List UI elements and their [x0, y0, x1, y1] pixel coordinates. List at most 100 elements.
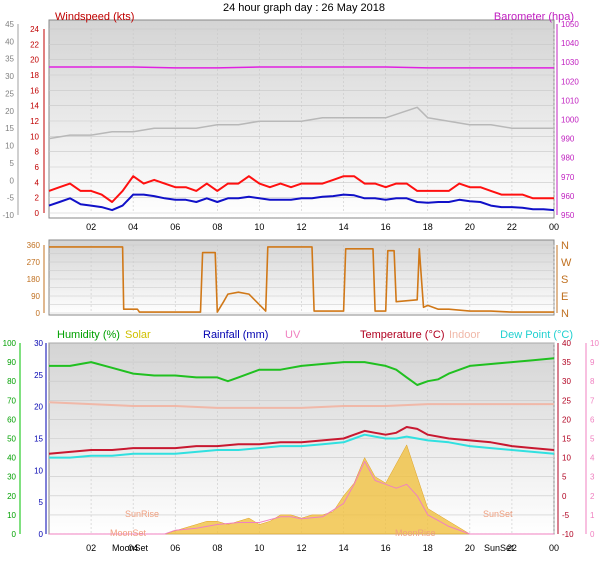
barometer-axis: 1050 1040 1030 1020 1010 1000 990 980 970 960 950	[556, 20, 579, 220]
x-tick-label: 08	[212, 543, 222, 553]
indoor-axis-label: Indoor	[449, 329, 481, 341]
x-tick-label: 16	[381, 222, 391, 232]
rainfall-axis-label: Rainfall (mm)	[203, 329, 268, 341]
x-tick-label: 04	[128, 543, 138, 553]
x-tick-label: 10	[254, 222, 264, 232]
uv-tick-label: 5	[590, 435, 595, 444]
temperature-tick-label: 25	[562, 396, 571, 405]
sunset-label: SunSet	[483, 509, 513, 519]
gust-tick-label: 15	[5, 124, 14, 133]
barometer-tick-label: 960	[561, 192, 575, 201]
rainfall-tick-label: 20	[34, 403, 43, 412]
sunrise-label: SunRise	[125, 509, 159, 519]
gust-tick-label: 25	[5, 89, 14, 98]
barometer-tick-label: 980	[561, 154, 575, 163]
x-tick-label: 14	[339, 222, 349, 232]
direction-compass-tick-label: S	[561, 274, 568, 286]
bottom-moonset-label: MoonSet	[112, 543, 149, 553]
x-tick-label: 18	[423, 222, 433, 232]
series-line-gust	[48, 106, 554, 140]
x-tick-label: 02	[86, 543, 96, 553]
humidity-tick-label: 10	[7, 511, 16, 520]
wind-x-axis: 02 04 06 08 10 12 14 16 18 20 22 00	[86, 222, 559, 232]
x-tick-label: 12	[296, 222, 306, 232]
uv-axis-label: UV	[285, 329, 301, 341]
x-tick-label: 04	[128, 222, 138, 232]
direction-degree-tick-label: 90	[31, 292, 40, 301]
windspeed-tick-label: 8	[35, 148, 40, 157]
windspeed-tick-label: 12	[30, 117, 39, 126]
x-tick-label: 22	[507, 543, 517, 553]
temperature-tick-label: 30	[562, 377, 571, 386]
series-line-barometer-hpa	[49, 66, 554, 69]
barometer-tick-label: 950	[561, 211, 575, 220]
uv-tick-label: 1	[590, 511, 595, 520]
direction-degree-tick-label: 270	[27, 258, 41, 267]
direction-compass-tick-label: N	[561, 240, 569, 252]
windspeed-tick-label: 10	[30, 132, 39, 141]
x-tick-label: 06	[170, 222, 180, 232]
temperature-axis-label: Temperature (°C)	[360, 329, 444, 341]
windspeed-tick-label: 0	[35, 209, 40, 218]
gust-tick-label: 20	[5, 107, 14, 116]
wind-series	[48, 66, 555, 212]
barometer-tick-label: 1050	[561, 20, 579, 29]
barometer-tick-label: 1030	[561, 58, 579, 67]
dewpoint-axis-label: Dew Point (°C)	[500, 329, 573, 341]
rainfall-tick-label: 5	[39, 498, 44, 507]
x-tick-label: 20	[465, 543, 475, 553]
temperature-tick-label: 5	[562, 473, 567, 482]
direction-series	[49, 246, 554, 313]
wind-grid	[49, 28, 555, 214]
windspeed-tick-label: 24	[30, 25, 39, 34]
barometer-tick-label: 1010	[561, 96, 579, 105]
x-tick-label: 02	[86, 222, 96, 232]
gust-tick-label: 10	[5, 142, 14, 151]
temperature-tick-label: 0	[562, 492, 567, 501]
uv-tick-label: 10	[590, 339, 599, 348]
uv-tick-label: 4	[590, 454, 595, 463]
windspeed-tick-label: 14	[30, 102, 39, 111]
humidity-axis-label: Humidity (%)	[57, 329, 120, 341]
temperature-tick-label: -5	[562, 511, 570, 520]
bottom-sunset-label: SunSet	[484, 543, 514, 553]
windspeed-tick-label: 6	[35, 163, 40, 172]
rainfall-axis: 30 25 20 15 10 5 0	[34, 339, 47, 539]
temperature-tick-label: 15	[562, 435, 571, 444]
temperature-axis: 40 35 30 25 20 15 10 5 0 -5 -10	[557, 339, 574, 539]
gust-tick-label: -5	[7, 194, 15, 203]
windspeed-tick-label: 16	[30, 86, 39, 95]
x-tick-label: 10	[254, 543, 264, 553]
barometer-tick-label: 1040	[561, 39, 579, 48]
series-line-indoor	[48, 401, 554, 409]
x-tick-label: 12	[296, 543, 306, 553]
climate-annotations: SunRise SunSet MoonSet MoonRise	[110, 509, 513, 538]
gust-tick-label: 0	[10, 176, 15, 185]
series-line-wind-average	[48, 193, 555, 212]
barometer-tick-label: 970	[561, 173, 575, 182]
x-tick-label: 20	[465, 222, 475, 232]
x-tick-label: 08	[212, 222, 222, 232]
humidity-tick-label: 80	[7, 377, 16, 386]
series-line-dew-point-c	[49, 433, 555, 459]
humidity-tick-label: 70	[7, 396, 16, 405]
x-tick-label: 14	[339, 543, 349, 553]
windspeed-tick-label: 4	[35, 178, 40, 187]
climate-series	[48, 357, 555, 535]
rainfall-tick-label: 25	[34, 371, 43, 380]
uv-tick-label: 3	[590, 473, 595, 482]
rainfall-tick-label: 0	[39, 530, 44, 539]
windspeed-axis-label: Windspeed (kts)	[55, 11, 134, 23]
uv-tick-label: 6	[590, 415, 595, 424]
x-tick-label: 16	[381, 543, 391, 553]
humidity-tick-label: 90	[7, 358, 16, 367]
humidity-tick-label: 30	[7, 473, 16, 482]
direction-compass-tick-label: W	[561, 257, 572, 269]
uv-tick-label: 7	[590, 396, 595, 405]
rainfall-tick-label: 10	[34, 466, 43, 475]
humidity-tick-label: 60	[7, 415, 16, 424]
humidity-tick-label: 100	[3, 339, 17, 348]
